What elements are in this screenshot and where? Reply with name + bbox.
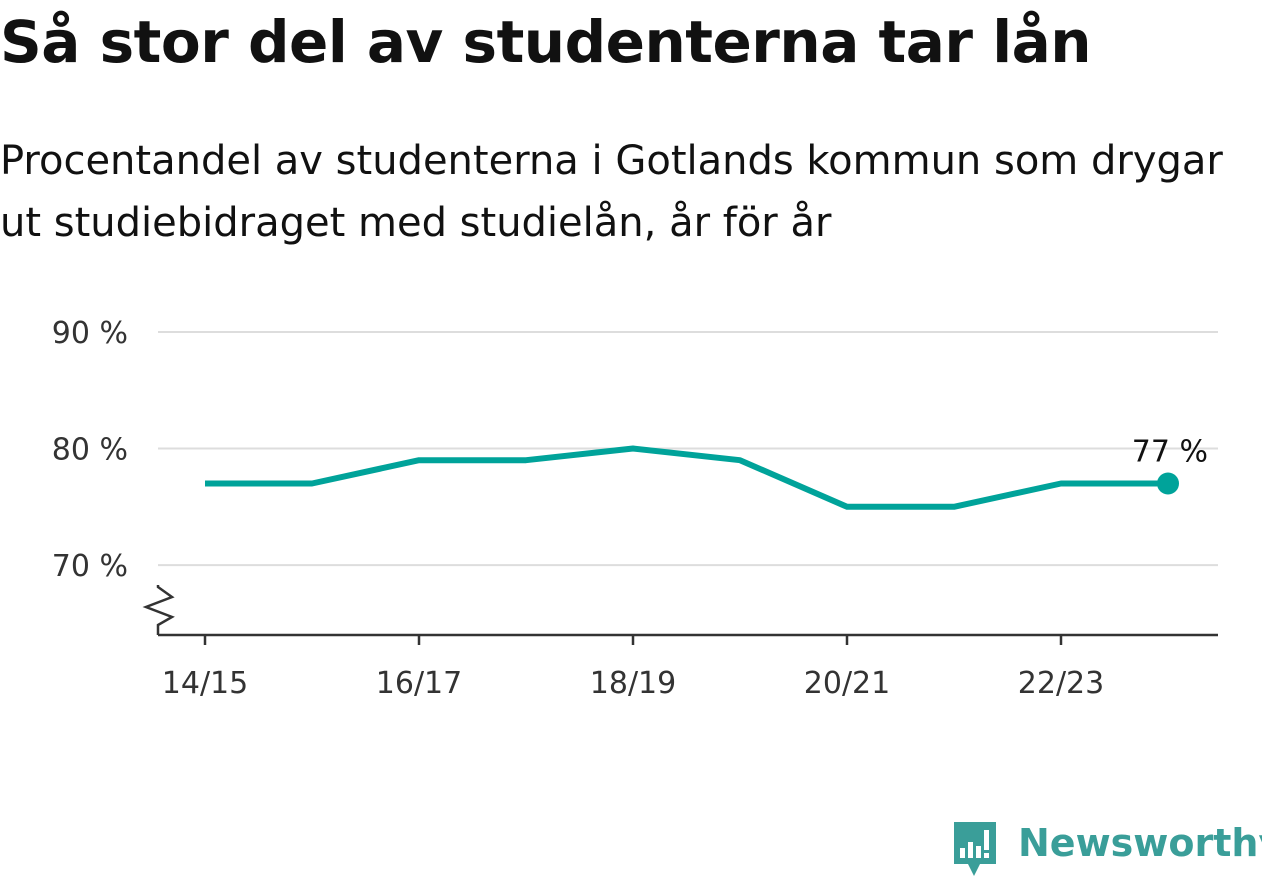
end-value-label: 77 % bbox=[1132, 435, 1208, 470]
bar-chart-speech-bubble-icon bbox=[954, 822, 996, 876]
x-tick-label: 20/21 bbox=[804, 666, 890, 701]
y-tick-label: 90 % bbox=[52, 316, 128, 351]
x-tick-label: 22/23 bbox=[1018, 666, 1104, 701]
y-tick-label: 80 % bbox=[52, 433, 128, 468]
gridlines bbox=[158, 331, 1218, 567]
chart-title: Så stor del av studenterna tar lån bbox=[0, 8, 1092, 76]
x-axis: 14/15 16/17 18/19 20/21 22/23 bbox=[158, 633, 1218, 701]
x-tick-label: 14/15 bbox=[162, 666, 248, 701]
series-line bbox=[205, 445, 1168, 510]
newsworthy-logo: Newsworthy bbox=[950, 818, 1262, 880]
y-axis: 70 % 80 % 90 % bbox=[52, 316, 175, 635]
brand-name: Newsworthy bbox=[1018, 821, 1262, 865]
y-axis-break bbox=[142, 585, 175, 635]
y-tick-label: 70 % bbox=[52, 549, 128, 584]
chart-subtitle: Procentandel av studenterna i Gotlands k… bbox=[0, 138, 1223, 246]
x-tick-label: 18/19 bbox=[590, 666, 676, 701]
line-chart: 70 % 80 % 90 % 14/15 16/17 18/19 20/21 22/23 7… bbox=[52, 316, 1218, 701]
end-point-marker bbox=[1157, 472, 1179, 495]
data-series: 77 % bbox=[205, 435, 1208, 510]
x-tick-label: 16/17 bbox=[376, 666, 462, 701]
